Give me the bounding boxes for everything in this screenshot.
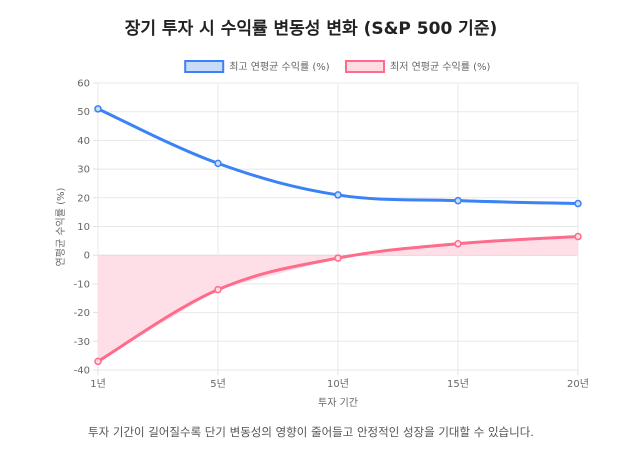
legend-label-1: 최저 연평균 수익률 (%)	[390, 61, 491, 73]
y-tick-label: -30	[74, 337, 90, 348]
y-tick-label: -40	[74, 366, 90, 377]
series-0-point-3	[454, 196, 462, 205]
y-axis-title: 연평균 수익률 (%)	[55, 187, 67, 266]
x-tick-label: 5년	[210, 378, 226, 390]
series-1-point-1	[214, 285, 222, 294]
x-tick-label: 10년	[327, 378, 349, 390]
y-tick-label: 0	[84, 251, 90, 262]
series-1-point-0	[94, 357, 102, 366]
grid	[93, 82, 579, 375]
x-tick-label: 15년	[447, 378, 469, 390]
series-1-point-3	[454, 239, 462, 248]
x-tick-label: 1년	[90, 378, 106, 390]
legend-swatch-1	[345, 60, 385, 73]
series-1-point-4	[574, 232, 582, 241]
series-0-point-1	[214, 159, 222, 168]
legend-label-0: 최고 연평균 수익률 (%)	[229, 61, 330, 73]
legend-swatch-0	[184, 60, 225, 73]
chart-title: 장기 투자 시 수익률 변동성 변화 (S&P 500 기준)	[124, 19, 498, 39]
series-1-point-2	[334, 254, 342, 262]
series-0-point-0	[94, 105, 102, 113]
y-tick-label: -20	[74, 308, 90, 319]
y-tick-label: 50	[77, 107, 90, 118]
y-tick-label: 60	[77, 79, 90, 90]
y-tick-label: 10	[77, 222, 90, 233]
y-tick-label: 20	[77, 193, 90, 204]
series-0-point-4	[574, 199, 582, 208]
y-tick-label: 30	[77, 165, 90, 176]
series-lines	[94, 105, 582, 366]
x-axis-title: 투자 기간	[318, 397, 358, 409]
chart-caption: 투자 기간이 길어질수록 단기 변동성의 영향이 줄어들고 안정적인 성장을 기…	[88, 425, 534, 439]
y-tick-label: -10	[74, 279, 90, 290]
series-1-area	[98, 236, 578, 362]
y-tick-label: 40	[77, 136, 90, 147]
series-0-point-2	[334, 191, 342, 199]
series-fill	[98, 236, 578, 362]
legend[interactable]: 최고 연평균 수익률 (%) 최저 연평균 수익률 (%)	[184, 60, 491, 73]
x-tick-label: 20년	[567, 378, 589, 390]
